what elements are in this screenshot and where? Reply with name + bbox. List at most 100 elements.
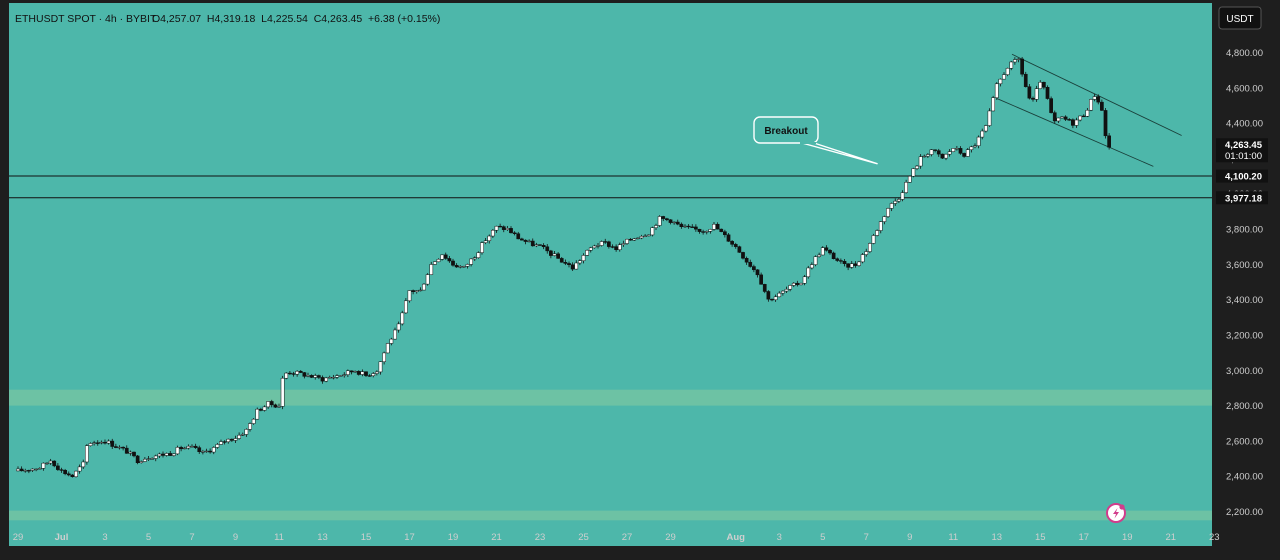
candle-106 (400, 310, 405, 326)
candle-215 (795, 280, 800, 287)
x-tick-label: 21 (491, 532, 502, 543)
candle-205 (759, 272, 763, 285)
candle-190 (704, 230, 709, 235)
candle-183 (679, 222, 684, 229)
y-tick-label: 3,600.00 (1226, 260, 1263, 271)
candle-87 (331, 374, 336, 380)
candle-195 (723, 229, 727, 238)
candle-299 (1100, 99, 1104, 111)
candle-160 (596, 243, 600, 249)
candle-32 (132, 451, 136, 458)
candle-197 (730, 240, 734, 247)
candle-82 (313, 373, 318, 380)
candle-6 (37, 467, 42, 470)
candle-276 (1016, 58, 1021, 63)
candle-290 (1067, 118, 1072, 121)
candle-37 (150, 457, 154, 460)
candle-25 (106, 439, 111, 445)
candle-94 (356, 370, 361, 376)
candle-177 (657, 215, 662, 227)
candle-42 (168, 450, 173, 457)
candle-104 (393, 327, 397, 340)
last-price-value: 4,263.45 (1225, 140, 1263, 151)
x-tick-label: 7 (189, 532, 194, 543)
candle-258 (951, 148, 956, 153)
candle-124 (465, 263, 470, 269)
x-tick-label: Aug (727, 532, 746, 543)
candle-280 (1031, 96, 1035, 102)
candle-128 (480, 241, 484, 255)
price-axis[interactable] (1212, 3, 1278, 546)
currency-button[interactable]: USDT (1218, 6, 1262, 30)
candle-269 (991, 95, 995, 112)
candle-145 (541, 243, 546, 250)
candle-43 (172, 453, 176, 457)
x-tick-label: 15 (361, 532, 372, 543)
breakout-callout-box[interactable] (753, 116, 819, 144)
candle-178 (661, 215, 666, 222)
candle-261 (962, 152, 966, 158)
candle-185 (686, 224, 691, 229)
candle-220 (813, 255, 818, 267)
candle-260 (958, 146, 963, 155)
candle-240 (886, 207, 890, 218)
candle-35 (143, 457, 147, 463)
candle-150 (559, 256, 564, 263)
candle-268 (987, 108, 992, 127)
candle-241 (889, 202, 894, 212)
x-tick-label: 9 (233, 532, 238, 543)
candle-206 (762, 283, 767, 294)
candle-116 (436, 258, 441, 263)
x-tick-label: 5 (820, 532, 825, 543)
candle-272 (1002, 72, 1006, 80)
candle-114 (429, 261, 434, 276)
time-axis[interactable] (0, 546, 1280, 560)
x-tick-label: 11 (274, 532, 284, 543)
x-tick-label: 23 (1209, 532, 1220, 543)
candle-71 (273, 403, 278, 408)
candle-267 (984, 124, 988, 133)
candle-287 (1056, 117, 1061, 124)
candle-111 (418, 287, 423, 292)
chart-header-symbol: ETHUSDT SPOT · 4h · BYBIT (15, 13, 157, 25)
last-price-badge (1216, 138, 1268, 163)
candle-222 (820, 246, 825, 256)
candle-155 (578, 259, 582, 266)
candle-295 (1085, 107, 1090, 118)
y-tick-label: 3,400.00 (1226, 295, 1263, 306)
candle-259 (955, 145, 959, 151)
annotation-layer[interactable]: Breakout (753, 116, 878, 165)
trendline-2[interactable] (996, 97, 1154, 167)
candle-165 (614, 244, 618, 252)
y-tick-label: 2,400.00 (1226, 472, 1263, 483)
bar-countdown: 01:01:00 (1225, 151, 1262, 162)
candle-251 (926, 153, 930, 158)
candle-102 (385, 342, 390, 354)
candle-146 (545, 244, 550, 254)
candle-235 (868, 242, 872, 254)
candle-301 (1107, 133, 1111, 150)
candle-298 (1096, 94, 1101, 105)
candle-17 (77, 464, 82, 474)
candle-61 (237, 432, 241, 440)
candle-30 (124, 445, 129, 454)
alert-icon[interactable] (1106, 503, 1126, 523)
trendline-1[interactable] (1011, 53, 1182, 136)
x-axis-labels: 29 Jul 3 5 7 9 11 13 15 17 19 21 23 25 27 29 Aug 3 5 7 9 11 13… (13, 532, 1220, 543)
candle-129 (483, 237, 488, 245)
candle-169 (628, 238, 633, 241)
candle-214 (791, 282, 796, 288)
candle-207 (766, 290, 771, 302)
candle-126 (472, 256, 477, 262)
candle-28 (117, 445, 122, 450)
candle-83 (317, 374, 321, 380)
candle-77 (295, 370, 299, 377)
x-tick-label: 17 (1078, 532, 1089, 543)
candle-15 (70, 474, 75, 478)
candle-135 (505, 225, 510, 231)
candle-133 (498, 223, 502, 228)
candle-281 (1034, 85, 1039, 102)
candle-55 (215, 442, 220, 449)
zones-layer (9, 389, 1212, 521)
